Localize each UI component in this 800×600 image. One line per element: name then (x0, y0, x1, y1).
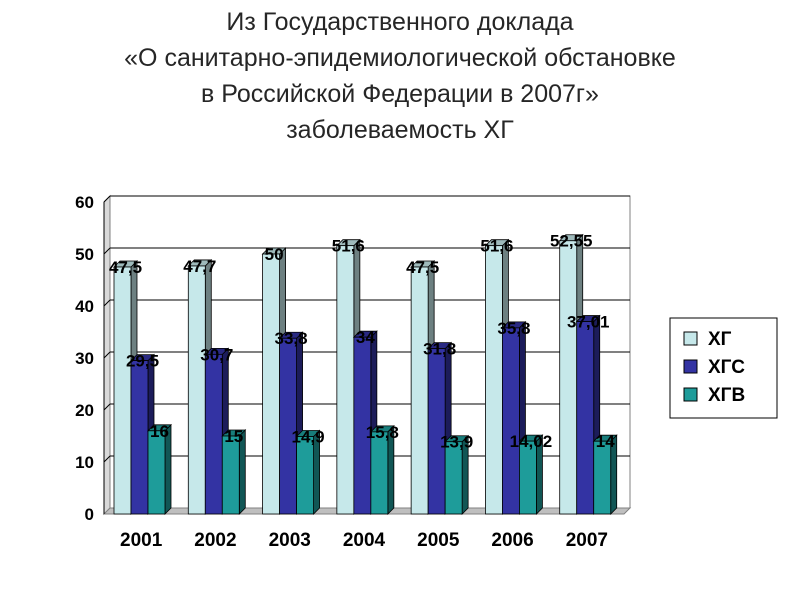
x-tick-label: 2007 (566, 530, 608, 551)
bar (485, 245, 503, 515)
x-tick-label: 2005 (417, 530, 460, 551)
bar (113, 266, 132, 515)
data-label: 14,9 (292, 428, 325, 447)
bar (147, 430, 166, 515)
y-tick-label: 40 (75, 297, 94, 316)
bar (336, 245, 355, 515)
bar (410, 266, 429, 515)
data-label: 33,8 (275, 329, 308, 348)
data-label: 50 (265, 245, 284, 264)
legend-label: ХГ (708, 329, 732, 350)
x-tick-label: 2003 (269, 530, 311, 551)
legend-label: ХГВ (708, 385, 745, 406)
legend: ХГ ХГС ХГВ (669, 317, 778, 419)
data-label: 14 (596, 432, 615, 451)
title-line-3: в Российской Федерации в 2007г» (201, 80, 599, 108)
x-tick-label: 2002 (194, 530, 236, 551)
data-label: 35,8 (497, 319, 530, 338)
data-label: 47,5 (406, 258, 439, 277)
x-tick-label: 2004 (343, 530, 386, 551)
title-line-4: заболеваемость ХГ (286, 116, 514, 144)
bar (444, 441, 463, 515)
data-label: 52,55 (550, 232, 593, 251)
gridline-side (103, 299, 111, 307)
data-label: 15,8 (366, 423, 399, 442)
title-line-2: «О санитарно-эпидемиологической обстанов… (124, 44, 676, 72)
bar (204, 353, 223, 515)
data-label: 34 (356, 328, 375, 347)
legend-label: ХГС (708, 357, 745, 378)
data-label: 51,6 (480, 237, 513, 256)
y-tick-label: 0 (85, 505, 94, 524)
data-label: 37,01 (567, 313, 610, 332)
bar (559, 240, 578, 515)
x-tick-label: 2001 (120, 530, 163, 551)
data-label: 31,8 (423, 340, 456, 359)
bar (519, 440, 537, 515)
gridline-side (103, 455, 111, 463)
bar (593, 440, 612, 515)
bar (427, 348, 446, 515)
data-label: 13,9 (440, 433, 473, 452)
y-tick-label: 60 (75, 193, 94, 212)
y-tick-label: 50 (75, 245, 94, 264)
title-line-1: Из Государственного доклада (226, 8, 574, 36)
data-label: 15 (224, 427, 243, 446)
bar (262, 253, 280, 515)
data-label: 51,6 (332, 237, 365, 256)
gridline-side (103, 403, 111, 411)
data-label: 47,5 (109, 258, 142, 277)
legend-swatch (683, 331, 698, 346)
chart-title: Из Государственного доклада «О санитарно… (0, 4, 800, 148)
gridline-side (103, 195, 111, 203)
data-label: 16 (150, 422, 169, 441)
y-tick-label: 20 (75, 401, 94, 420)
bar (187, 265, 206, 515)
y-tick-label: 10 (75, 453, 94, 472)
data-label: 47,7 (183, 257, 216, 276)
bar (370, 431, 389, 515)
y-tick-label: 30 (75, 349, 94, 368)
bar (296, 436, 314, 515)
gridline-side (103, 351, 111, 359)
bar (130, 360, 149, 515)
data-label: 29,5 (126, 352, 159, 371)
bar (353, 336, 372, 515)
bar (576, 321, 595, 515)
legend-swatch (683, 387, 698, 402)
bar (502, 327, 520, 515)
data-label: 14,02 (510, 432, 553, 451)
bar (279, 337, 297, 515)
bar (221, 435, 240, 515)
data-label: 30,7 (200, 345, 233, 364)
legend-swatch (683, 359, 698, 374)
x-tick-label: 2006 (491, 530, 533, 551)
gridline-side (103, 247, 111, 255)
